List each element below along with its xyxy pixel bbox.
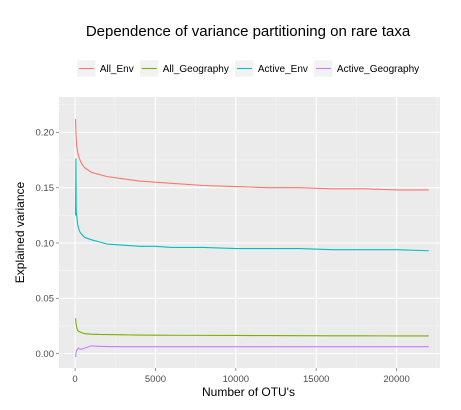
x-tick-label: 20000 <box>383 374 409 385</box>
legend-label-all-geography: All_Geography <box>163 64 229 75</box>
series-line-active-env <box>75 158 429 252</box>
y-tick-label: 0.15 <box>36 183 55 194</box>
series-line-all-env <box>75 119 429 191</box>
y-tick-label: 0.20 <box>36 128 55 139</box>
x-axis-label: Number of OTU's <box>202 385 295 399</box>
x-tick-label: 0 <box>72 374 77 385</box>
y-axis-label: Explained variance <box>13 181 27 283</box>
plot-panel <box>59 97 440 368</box>
x-tick-label: 15000 <box>303 374 329 385</box>
legend-label-active-env: Active_Env <box>258 64 308 75</box>
y-tick-label: 0.00 <box>36 349 55 360</box>
series-line-active-geography <box>75 345 429 357</box>
series-line-all-geography <box>75 318 429 337</box>
x-tick-label: 5000 <box>145 374 166 385</box>
x-tick-label: 10000 <box>223 374 249 385</box>
legend-label-active-geography: Active_Geography <box>337 64 419 75</box>
y-tick-label: 0.10 <box>36 238 55 249</box>
grid <box>59 97 440 368</box>
series-lines <box>75 119 429 357</box>
legend: All_Env All_Geography Active_Env Active_Geo… <box>76 59 419 78</box>
y-tick-label: 0.05 <box>36 294 55 305</box>
chart-title: Dependence of variance partitioning on r… <box>86 23 411 40</box>
axis-ticks: 0 5000 10000 15000 20000 0.00 0.05 0.10 0.15 0.20 <box>36 128 410 385</box>
legend-label-all-env: All_Env <box>100 64 134 75</box>
